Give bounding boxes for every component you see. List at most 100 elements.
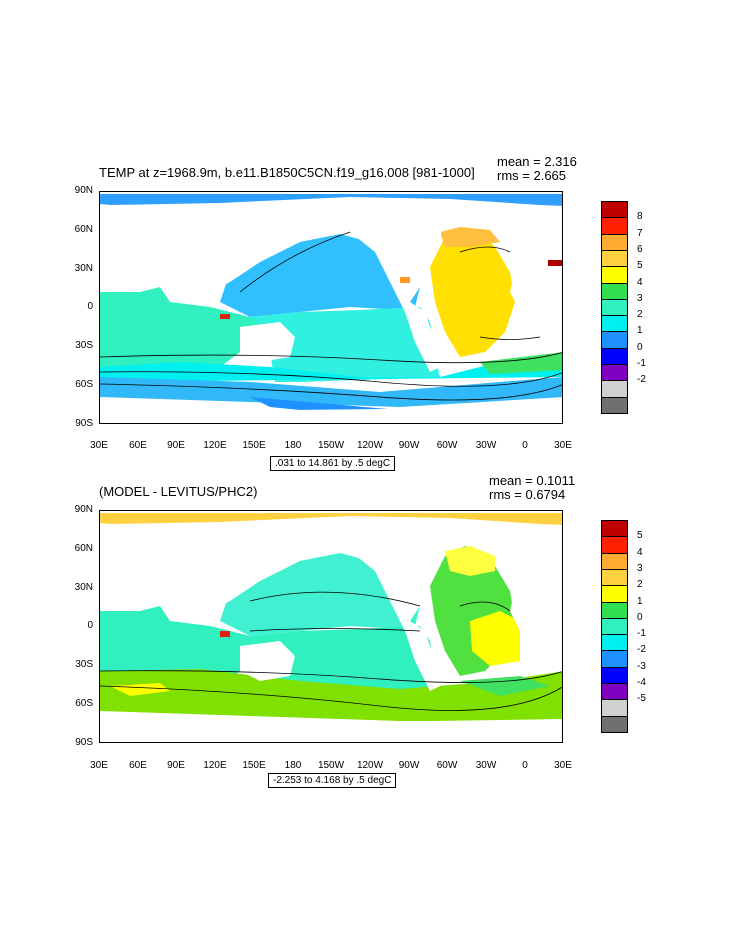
southern-ocean [100,669,562,721]
colorbar-box [601,201,628,219]
lon-label: 120E [203,760,227,771]
atlantic-warm [470,611,520,666]
colorbar-box [601,568,628,587]
lat-label: 0 [87,301,93,312]
colorbar [601,201,628,414]
lat-label: 90S [75,418,93,429]
colorbar-label: -4 [637,677,646,689]
lat-label: 30S [75,659,93,670]
lon-label: 30E [90,440,108,451]
colorbar-box [601,282,628,300]
lat-label: 60S [75,698,93,709]
contour-line [100,685,562,711]
colorbar-label: 2 [637,309,643,321]
contour-line [100,383,562,401]
lat-label: 30N [74,582,93,593]
land-africa [510,262,562,352]
lon-label: 60W [436,440,458,451]
land-africa [510,581,562,671]
lat-label: 60N [74,224,93,235]
south-pacific [250,626,440,691]
lon-label: 150E [242,760,266,771]
southern-ocean-3 [460,676,550,696]
lon-label: 30E [554,440,572,451]
lat-label: 30S [75,340,93,351]
arctic-ocean [100,513,562,525]
colorbar-label: 7 [637,227,643,239]
lat-label: 90N [74,504,93,515]
land-americas [350,517,445,691]
lon-label: 30W [475,440,497,451]
colorbar [601,520,628,733]
southern-ocean-1 [100,357,562,382]
colorbar-label: -2 [637,374,646,386]
colorbar-box [601,298,628,317]
colorbar-box [601,520,628,538]
difference-map [100,513,562,742]
land-antarctica [100,407,562,423]
southern-ocean-2 [100,377,562,407]
colorbar-box [601,585,628,603]
mean-value: mean = 0.1011 [489,473,576,488]
lon-label: 30W [475,760,497,771]
warm-patch [110,683,170,696]
colorbar-label: 3 [637,562,643,574]
colorbar-box [601,380,628,398]
colorbar-box [601,347,628,366]
contour-line [239,231,351,293]
contour-info-box: .031 to 14.861 by .5 degC [270,456,396,471]
lon-label: 150E [242,440,266,451]
contour-line [459,246,511,253]
colorbar-label: -1 [637,628,646,640]
map-title: TEMP at z=1968.9m, b.e11.B1850C5CN.f19_g… [99,165,475,180]
lon-label: 120W [356,440,384,451]
colorbar-label: 4 [637,276,643,288]
lon-label: 60E [129,760,147,771]
lat-label: 60S [75,379,93,390]
map-plot [99,510,563,743]
lon-label: 30E [90,760,108,771]
lon-label: 0 [522,760,528,771]
colorbar-label: 1 [637,325,643,337]
lon-label: 90W [398,440,420,451]
colorbar-box [601,536,628,554]
colorbar-box [601,217,628,235]
colorbar-label: 5 [637,530,643,542]
colorbar-label: -3 [637,660,646,672]
colorbar-label: 0 [637,611,643,623]
stats-block: mean = 0.1011 rms = 0.6794 [489,474,575,502]
colorbar-label: 1 [637,595,643,607]
lon-label: 30E [554,760,572,771]
lon-label: 60E [129,440,147,451]
land-eurasia [100,517,350,611]
colorbar-box [601,617,628,636]
lon-label: 120W [356,760,384,771]
colorbar-box [601,266,628,284]
temperature-map [100,194,562,423]
lon-label: 180 [284,760,302,771]
stats-block: mean = 2.316 rms = 2.665 [497,155,577,183]
contour-line [249,628,421,632]
colorbar-box [601,364,628,382]
hot-spot [400,277,410,283]
lat-label: 0 [87,620,93,631]
mean-value: mean = 2.316 [497,154,577,169]
arctic-ocean [100,194,562,206]
lat-label: 90N [74,185,93,196]
rms-value: rms = 2.665 [497,168,567,183]
colorbar-label: 0 [637,341,643,353]
colorbar-box [601,715,628,733]
colorbar-box [601,683,628,701]
colorbar-box [601,699,628,717]
colorbar-box [601,634,628,652]
colorbar-label: -1 [637,358,646,370]
contour-line [249,591,421,607]
lat-label: 30N [74,263,93,274]
hot-spot [220,631,230,637]
land-antarctica [100,719,562,742]
map-plot [99,191,563,424]
southern-ocean-3 [480,352,562,374]
map-title: (MODEL - LEVITUS/PHC2) [99,484,258,499]
lat-label: 60N [74,543,93,554]
colorbar-box [601,666,628,685]
